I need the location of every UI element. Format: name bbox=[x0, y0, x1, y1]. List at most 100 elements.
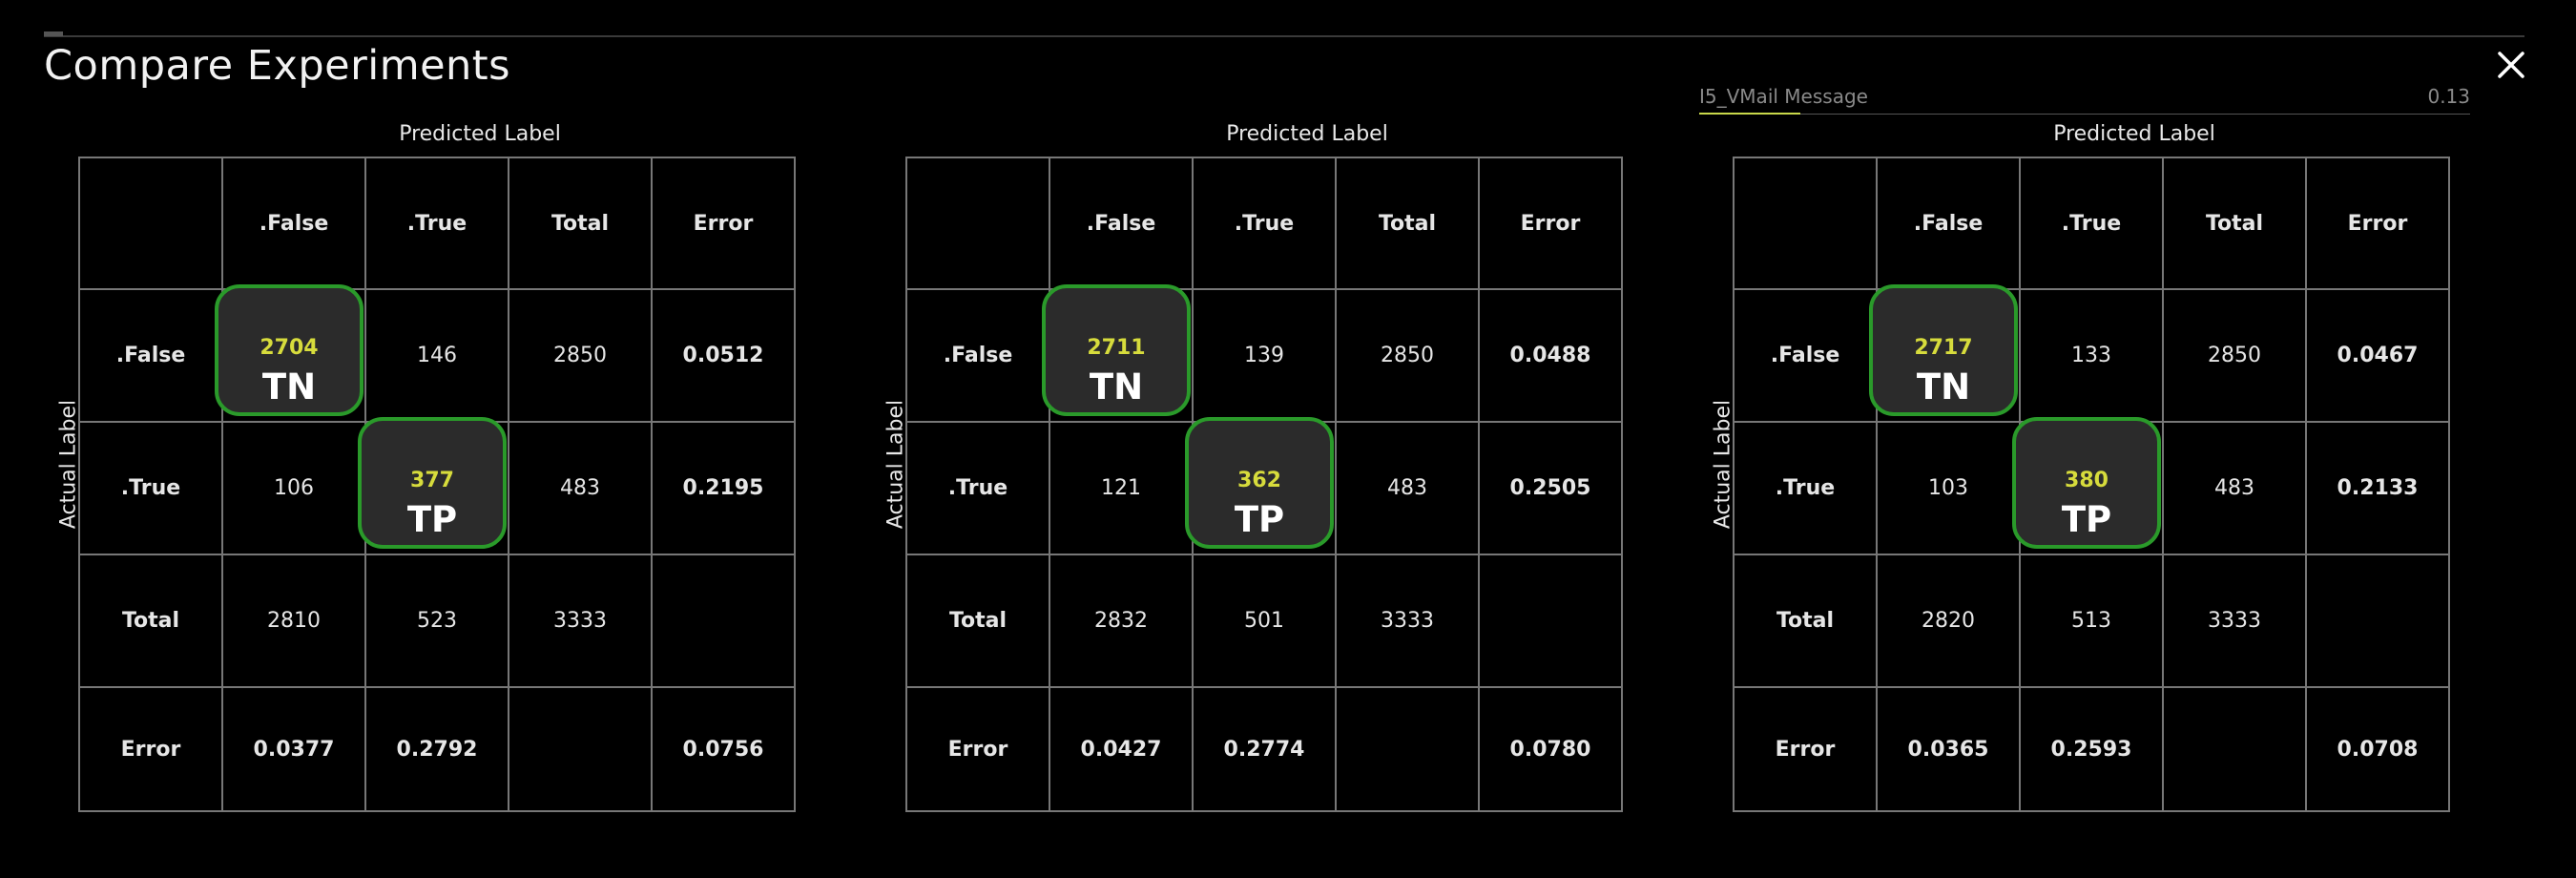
tp-value: 362 bbox=[1237, 469, 1281, 492]
tp-highlight: 380 TP bbox=[2012, 417, 2161, 549]
row-true-total: 483 bbox=[1335, 421, 1480, 555]
tp-cell: 377 TP bbox=[358, 417, 509, 555]
row-true: .True 121 362 TP 483 0.2505 bbox=[905, 417, 1623, 555]
fp-cell: 139 bbox=[1192, 288, 1337, 423]
tn-tag: TN bbox=[1916, 366, 1971, 408]
overall-error: 0.0756 bbox=[651, 686, 796, 812]
col-header-error: Error bbox=[651, 157, 796, 290]
row-header-false: .False bbox=[78, 288, 223, 423]
col-true-error: 0.2792 bbox=[364, 686, 509, 812]
row-header-false: .False bbox=[905, 288, 1050, 423]
actual-label-axis: Actual Label bbox=[56, 399, 81, 530]
tn-value: 2711 bbox=[1087, 336, 1146, 360]
col-false-total: 2832 bbox=[1049, 554, 1194, 688]
col-header-true: .True bbox=[364, 157, 509, 290]
col-false-error: 0.0377 bbox=[221, 686, 366, 812]
empty-cell bbox=[1478, 554, 1623, 688]
row-true-error: 0.2505 bbox=[1478, 421, 1623, 555]
header-row: .False .True Total Error bbox=[78, 157, 796, 290]
row-header-true: .True bbox=[1733, 421, 1878, 555]
tn-highlight: 2704 TN bbox=[215, 284, 364, 416]
empty-cell bbox=[508, 686, 653, 812]
col-header-error: Error bbox=[2305, 157, 2450, 290]
row-true-total: 483 bbox=[508, 421, 653, 555]
predicted-label-axis: Predicted Label bbox=[399, 122, 561, 146]
tp-cell: 380 TP bbox=[2012, 417, 2164, 555]
tn-highlight: 2717 TN bbox=[1869, 284, 2018, 416]
empty-cell bbox=[2305, 554, 2450, 688]
tp-value: 377 bbox=[410, 469, 454, 492]
top-divider-tab bbox=[44, 31, 63, 36]
overall-error: 0.0708 bbox=[2305, 686, 2450, 812]
confusion-matrix-panel: Predicted Label Actual Label .False .Tru… bbox=[871, 122, 1653, 819]
grand-total: 3333 bbox=[508, 554, 653, 688]
col-header-total: Total bbox=[2162, 157, 2307, 290]
top-divider bbox=[44, 35, 2524, 37]
confusion-matrix-table: .False .True Total Error .False 2711 TN … bbox=[905, 157, 1623, 812]
col-true-error: 0.2774 bbox=[1192, 686, 1337, 812]
tn-value: 2717 bbox=[1914, 336, 1973, 360]
row-header-error: Error bbox=[905, 686, 1050, 812]
col-header-total: Total bbox=[1335, 157, 1480, 290]
corner-cell bbox=[1733, 157, 1878, 290]
tp-value: 380 bbox=[2065, 469, 2109, 492]
row-true-total: 483 bbox=[2162, 421, 2307, 555]
row-header-total: Total bbox=[905, 554, 1050, 688]
tp-tag: TP bbox=[406, 499, 458, 540]
close-icon[interactable] bbox=[2492, 46, 2530, 84]
corner-cell bbox=[905, 157, 1050, 290]
background-metric-track bbox=[1699, 114, 2470, 115]
predicted-label-axis: Predicted Label bbox=[1226, 122, 1388, 146]
fn-cell: 106 bbox=[221, 421, 366, 555]
row-false-total: 2850 bbox=[2162, 288, 2307, 423]
row-error: Error 0.0427 0.2774 0.0780 bbox=[905, 686, 1623, 812]
row-false-error: 0.0488 bbox=[1478, 288, 1623, 423]
confusion-matrix-table: .False .True Total Error .False 2704 TN … bbox=[78, 157, 796, 812]
confusion-matrix-table: .False .True Total Error .False 2717 TN … bbox=[1733, 157, 2450, 812]
row-total: Total 2832 501 3333 bbox=[905, 554, 1623, 688]
header-row: .False .True Total Error bbox=[1733, 157, 2450, 290]
col-true-total: 523 bbox=[364, 554, 509, 688]
col-false-error: 0.0365 bbox=[1876, 686, 2021, 812]
tp-highlight: 362 TP bbox=[1185, 417, 1334, 549]
row-header-true: .True bbox=[905, 421, 1050, 555]
tp-cell: 362 TP bbox=[1185, 417, 1337, 555]
row-header-false: .False bbox=[1733, 288, 1878, 423]
col-true-total: 513 bbox=[2019, 554, 2164, 688]
tn-cell: 2711 TN bbox=[1042, 284, 1194, 423]
page-title: Compare Experiments bbox=[44, 42, 511, 90]
fn-cell: 121 bbox=[1049, 421, 1194, 555]
row-false: .False 2711 TN 139 2850 0.0488 bbox=[905, 284, 1623, 423]
col-header-true: .True bbox=[1192, 157, 1337, 290]
background-metric-row: I5_VMail Message 0.13 bbox=[1699, 88, 2470, 115]
row-false-total: 2850 bbox=[1335, 288, 1480, 423]
background-metric-bar bbox=[1699, 113, 1800, 115]
row-header-total: Total bbox=[1733, 554, 1878, 688]
col-false-total: 2810 bbox=[221, 554, 366, 688]
empty-cell bbox=[651, 554, 796, 688]
row-header-error: Error bbox=[1733, 686, 1878, 812]
predicted-label-axis: Predicted Label bbox=[2053, 122, 2215, 146]
row-error: Error 0.0365 0.2593 0.0708 bbox=[1733, 686, 2450, 812]
row-true-error: 0.2133 bbox=[2305, 421, 2450, 555]
fn-cell: 103 bbox=[1876, 421, 2021, 555]
tn-value: 2704 bbox=[260, 336, 319, 360]
col-header-true: .True bbox=[2019, 157, 2164, 290]
col-header-total: Total bbox=[508, 157, 653, 290]
col-false-total: 2820 bbox=[1876, 554, 2021, 688]
empty-cell bbox=[1335, 686, 1480, 812]
col-false-error: 0.0427 bbox=[1049, 686, 1194, 812]
row-header-error: Error bbox=[78, 686, 223, 812]
row-true: .True 106 377 TP 483 0.2195 bbox=[78, 417, 796, 555]
row-header-true: .True bbox=[78, 421, 223, 555]
col-header-false: .False bbox=[221, 157, 366, 290]
row-header-total: Total bbox=[78, 554, 223, 688]
grand-total: 3333 bbox=[1335, 554, 1480, 688]
col-header-false: .False bbox=[1049, 157, 1194, 290]
background-metric-value: 0.13 bbox=[2427, 88, 2470, 108]
tn-cell: 2704 TN bbox=[215, 284, 366, 423]
row-false-error: 0.0467 bbox=[2305, 288, 2450, 423]
row-error: Error 0.0377 0.2792 0.0756 bbox=[78, 686, 796, 812]
empty-cell bbox=[2162, 686, 2307, 812]
row-false-error: 0.0512 bbox=[651, 288, 796, 423]
